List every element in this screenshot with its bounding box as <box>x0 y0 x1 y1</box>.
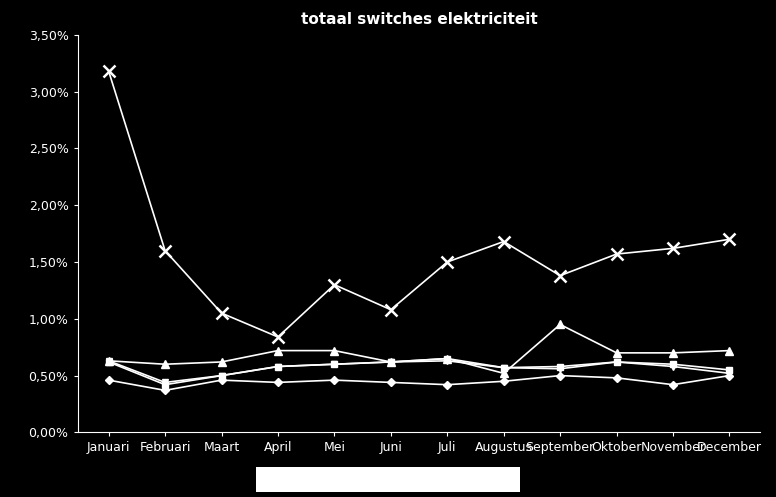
Title: totaal switches elektriciteit: totaal switches elektriciteit <box>300 11 538 27</box>
